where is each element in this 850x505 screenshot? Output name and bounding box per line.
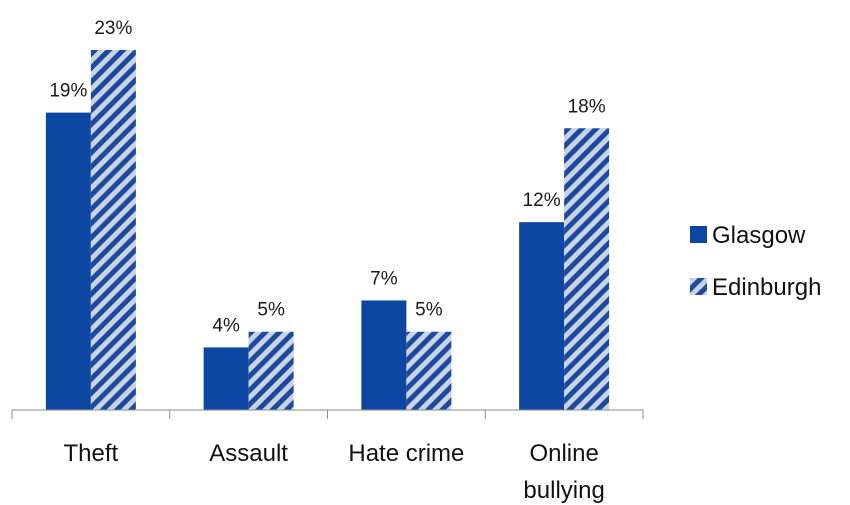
bar-glasgow <box>519 222 565 410</box>
data-label: 18% <box>568 96 606 117</box>
bar-edinburgh <box>406 331 452 410</box>
legend-swatch-glasgow <box>690 226 707 243</box>
bar-edinburgh <box>90 50 136 410</box>
category-label: Assault <box>209 440 288 467</box>
bar-edinburgh <box>564 128 610 410</box>
category-label: Theft <box>64 440 119 467</box>
data-label: 19% <box>49 81 87 102</box>
legend-swatch-edinburgh <box>690 278 707 295</box>
data-label: 4% <box>212 315 240 336</box>
legend-label: Glasgow <box>712 222 806 249</box>
data-label: 7% <box>370 268 398 289</box>
data-label: 23% <box>94 18 132 39</box>
x-axis <box>11 409 644 419</box>
bar-edinburgh <box>248 331 294 410</box>
data-label: 5% <box>415 300 443 321</box>
legend-label: Edinburgh <box>712 274 821 301</box>
bars-layer <box>45 50 610 410</box>
data-labels: 19% 23% 4% 5% 7% 5% 12% 18% <box>49 18 605 336</box>
legend: Glasgow Edinburgh <box>690 222 821 301</box>
data-label: 12% <box>523 190 561 211</box>
category-label: Hate crime <box>348 440 464 467</box>
bar-glasgow <box>203 347 249 410</box>
bar-glasgow <box>361 300 407 410</box>
bar-glasgow <box>45 112 91 410</box>
category-label: Online bullying <box>523 440 604 504</box>
data-label: 5% <box>257 300 285 321</box>
category-labels: Theft Assault Hate crime Online bullying <box>64 440 605 504</box>
